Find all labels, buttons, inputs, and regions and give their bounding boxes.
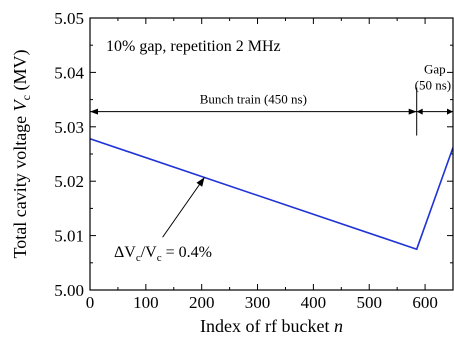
y-tick-label: 5.02 xyxy=(54,172,84,191)
y-tick-label: 5.05 xyxy=(54,9,84,28)
series-layer xyxy=(90,138,453,251)
x-tick-label: 500 xyxy=(356,293,382,312)
bunch-train-arrowhead-right xyxy=(408,108,417,115)
gap-duration-label: (50 ns) xyxy=(415,78,451,93)
gap-label: Gap xyxy=(424,62,446,77)
y-tick-label: 5.03 xyxy=(54,118,84,137)
y-tick-label: 5.00 xyxy=(54,281,84,300)
x-tick-label: 100 xyxy=(133,293,159,312)
y-tick-label: 5.01 xyxy=(54,227,84,246)
delta-annotation: ΔVc/Vc = 0.4% xyxy=(114,244,212,264)
series-line xyxy=(90,138,453,251)
x-tick-label: 0 xyxy=(86,293,95,312)
x-tick-label: 200 xyxy=(189,293,215,312)
x-tick-label: 400 xyxy=(301,293,327,312)
gap-arrowhead-left xyxy=(416,108,423,115)
x-tick-label: 300 xyxy=(245,293,271,312)
bunch-train-label: Bunch train (450 ns) xyxy=(200,92,307,107)
delta-arrowhead xyxy=(196,177,205,187)
gap-arrowhead-right xyxy=(447,108,453,115)
bunch-train-arrowhead-left xyxy=(90,108,98,115)
y-tick-label: 5.04 xyxy=(54,63,84,82)
x-axis-ticks: 0 100 200 300 400 500 600 xyxy=(86,18,438,312)
delta-arrow xyxy=(162,177,205,238)
x-axis-title: Index of rf bucket n xyxy=(200,316,343,336)
annotations: Bunch train (450 ns) Gap (50 ns) ΔVc/Vc … xyxy=(90,62,453,264)
chart-title: 10% gap, repetition 2 MHz xyxy=(106,38,281,55)
x-tick-label: 600 xyxy=(412,293,438,312)
y-axis-ticks: 5.00 5.01 5.02 5.03 5.04 5.05 xyxy=(54,9,453,300)
plot-frame xyxy=(89,17,454,291)
y-axis-title: Total cavity voltage Vc (MV) xyxy=(10,49,33,258)
